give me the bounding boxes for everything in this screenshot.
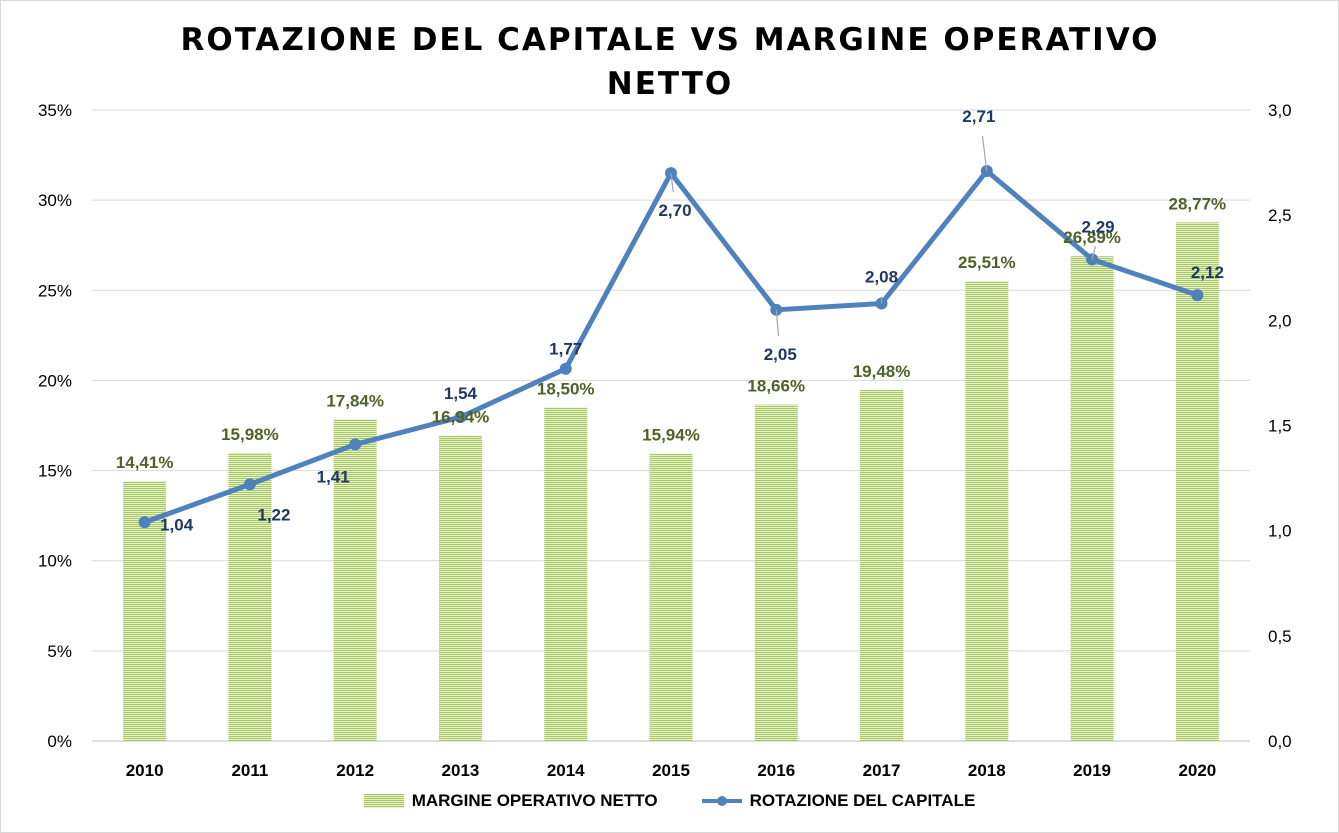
x-tick-label: 2011 [231,761,268,780]
left-tick-label: 5% [47,642,72,661]
line-point [138,516,151,529]
bar [228,452,272,741]
bar-data-label: 28,77% [1169,194,1227,213]
left-tick-label: 30% [38,191,72,210]
line-data-label: 1,41 [317,467,350,486]
line-point [243,478,256,491]
bar [1070,256,1114,741]
label-leader-lines [670,135,1096,336]
bar [438,435,482,741]
bar-data-label: 25,51% [958,253,1016,272]
legend-item-bars[interactable]: MARGINE OPERATIVO NETTO [363,791,658,811]
line-data-label: 2,71 [962,107,995,126]
left-tick-label: 0% [47,732,72,751]
bar-data-label: 14,41% [116,453,174,472]
bar [1175,222,1219,741]
right-tick-label: 2,5 [1268,206,1292,225]
line-point [454,411,467,424]
x-tick-label: 2013 [442,761,480,780]
x-tick-label: 2016 [757,761,795,780]
bar [649,453,693,741]
bar-data-label: 18,66% [747,377,805,396]
bar-data-label: 19,48% [853,362,911,381]
x-tick-label: 2020 [1178,761,1216,780]
legend-label-bars: MARGINE OPERATIVO NETTO [411,791,658,810]
right-tick-label: 3,0 [1268,101,1292,120]
line-data-label: 2,70 [658,201,691,220]
chart-title: ROTAZIONE DEL CAPITALE VS MARGINE OPERAT… [180,22,1160,102]
line-point [349,438,362,451]
bar [333,419,377,741]
x-tick-label: 2012 [336,761,374,780]
bar-data-label: 15,98% [221,425,279,444]
x-tick-label: 2014 [547,761,585,780]
legend-line-swatch [701,796,742,806]
right-tick-label: 1,5 [1268,417,1292,436]
x-tick-label: 2015 [652,761,690,780]
bar [754,404,798,741]
x-tick-label: 2019 [1073,761,1111,780]
line-point [559,362,572,375]
left-tick-label: 35% [38,101,72,120]
right-axis-ticks: 0,0 0,5 1,0 1,5 2,0 2,5 3,0 [1268,101,1292,751]
x-tick-label: 2018 [968,761,1006,780]
bar-data-label: 26,89% [1063,228,1121,247]
bar [965,281,1009,741]
bar-data-label: 16,94% [432,408,490,427]
legend-bar-swatch [363,794,404,808]
left-tick-label: 15% [38,462,72,481]
line-point [1191,289,1204,302]
bar [860,389,904,741]
x-tick-label: 2010 [126,761,164,780]
label-leader [670,173,674,193]
right-tick-label: 2,0 [1268,311,1292,330]
label-leader [981,135,988,172]
label-leader [775,309,780,336]
line-data-label: 2,05 [764,345,797,364]
chart-legend: MARGINE OPERATIVO NETTO ROTAZIONE DEL CA… [0,786,1339,816]
bar [544,407,588,741]
line-data-label: 2,08 [865,268,898,287]
bar-data-label: 15,94% [642,426,700,445]
line-data-labels: 1,04 1,22 1,41 1,54 1,77 2,70 2,05 2,08 2,71 2,29… [160,107,1224,534]
line-data-label: 1,04 [160,515,194,534]
left-tick-label: 25% [38,281,72,300]
left-tick-label: 20% [38,371,72,390]
line-data-label: 1,54 [444,384,478,403]
x-tick-label: 2017 [863,761,901,780]
bar-data-label: 17,84% [326,391,384,410]
right-tick-label: 0,5 [1268,627,1292,646]
legend-label-line: ROTAZIONE DEL CAPITALE [749,791,976,810]
legend-item-line[interactable]: ROTAZIONE DEL CAPITALE [701,791,976,811]
label-leader [1091,246,1096,260]
line-data-label: 2,12 [1191,263,1224,282]
line-data-label: 2,29 [1082,217,1115,236]
left-tick-label: 10% [38,552,72,571]
bar-data-label: 18,50% [537,379,595,398]
bar-series [123,222,1219,741]
x-axis-ticks: 2010 2011 2012 2013 2014 2015 2016 2017 2018 2019… [126,761,1217,780]
bar-data-labels: 14,41% 15,98% 17,84% 16,94% 18,50% 15,94% 18,6… [116,194,1226,472]
right-tick-label: 1,0 [1268,522,1292,541]
line-data-label: 1,77 [549,340,582,359]
right-tick-label: 0,0 [1268,732,1292,751]
line-data-label: 1,22 [257,505,290,524]
left-axis-ticks: 0% 5% 10% 15% 20% 25% 30% 35% [38,101,72,751]
